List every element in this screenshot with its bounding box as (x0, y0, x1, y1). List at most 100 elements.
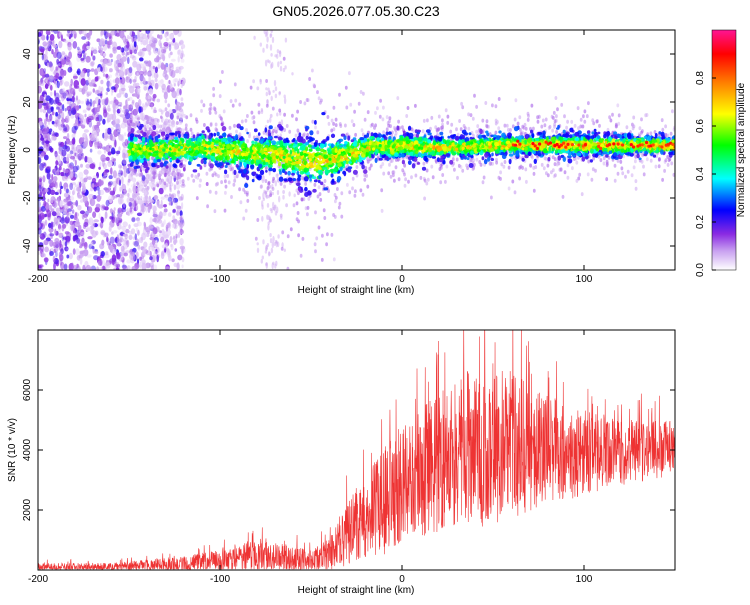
heatmap-cell (248, 134, 251, 139)
heatmap-cell (263, 30, 266, 35)
heatmap-cell (344, 123, 347, 128)
heatmap-cell (38, 133, 42, 140)
heatmap-cell (657, 157, 661, 162)
heatmap-cell (388, 162, 391, 167)
heatmap-cell (50, 106, 54, 113)
heatmap-cell (316, 194, 320, 199)
heatmap-cell (376, 106, 379, 111)
heatmap-cell (50, 221, 54, 230)
heatmap-cell (60, 185, 63, 190)
heatmap-cell (144, 189, 147, 196)
heatmap-cell (555, 114, 558, 119)
heatmap-cell (301, 236, 305, 241)
heatmap-cell (152, 187, 156, 192)
heatmap-cell (98, 142, 103, 149)
heatmap-cell (425, 181, 429, 186)
heatmap-cell (158, 211, 163, 219)
heatmap-cell (199, 178, 202, 183)
heatmap-cell (91, 245, 95, 250)
heatmap-cell (158, 60, 162, 67)
heatmap-cell (125, 228, 130, 234)
heatmap-cell (421, 166, 427, 171)
heatmap-cell (150, 265, 154, 270)
heatmap-cell (42, 109, 47, 114)
heatmap-cell (332, 213, 335, 217)
heatmap-cell (332, 105, 336, 110)
heatmap-cell (125, 76, 129, 81)
heatmap-cell (472, 133, 475, 138)
heatmap-cell (54, 228, 57, 236)
heatmap-cell (169, 161, 173, 168)
heatmap-cell (144, 60, 149, 64)
heatmap-cell (260, 184, 263, 189)
heatmap-cell (81, 89, 87, 94)
heatmap-cell (107, 151, 112, 156)
heatmap-cell (66, 156, 69, 162)
heatmap-cell (314, 125, 317, 130)
heatmap-cell (57, 108, 63, 114)
heatmap-cell (130, 76, 133, 83)
heatmap-cell (119, 167, 122, 174)
heatmap-cell (274, 86, 278, 92)
heatmap-cell (371, 122, 374, 127)
heatmap-cell (279, 65, 283, 72)
heatmap-cell (208, 110, 212, 115)
heatmap-cell (176, 205, 182, 210)
heatmap-cell (89, 163, 96, 170)
heatmap-cell (426, 118, 429, 123)
heatmap-cell (479, 162, 483, 167)
heatmap-cell (130, 110, 134, 115)
heatmap-cell (213, 132, 217, 137)
heatmap-cell (172, 198, 176, 203)
heatmap-cell (61, 53, 67, 57)
heatmap-cell (253, 35, 256, 40)
heatmap-cell (78, 118, 83, 122)
heatmap-cell (157, 47, 163, 55)
heatmap-cell (344, 85, 348, 90)
heatmap-cell (169, 51, 173, 56)
heatmap-cell (213, 209, 217, 214)
heatmap-cell (180, 193, 184, 201)
heatmap-cell (323, 216, 327, 220)
heatmap-cell (176, 171, 180, 176)
heatmap-cell (46, 209, 52, 218)
heatmap-cell (200, 108, 203, 113)
heatmap-cell (621, 171, 625, 176)
heatmap-cell (164, 172, 168, 177)
heatmap-cell (334, 199, 337, 204)
heatmap-cell (390, 158, 394, 163)
heatmap-cell (244, 118, 248, 123)
heatmap-cell (80, 100, 84, 105)
heatmap-cell (96, 121, 101, 127)
heatmap-cell (161, 230, 166, 237)
heatmap-cell (266, 203, 270, 208)
heatmap-cell (262, 192, 265, 200)
heatmap-cell (63, 81, 70, 87)
heatmap-cell (103, 38, 108, 46)
heatmap-cell (139, 57, 144, 62)
heatmap-cell (100, 79, 104, 85)
heatmap-cell (425, 168, 429, 173)
heatmap-cell (120, 76, 126, 85)
heatmap-cell (277, 234, 280, 239)
heatmap-cell (116, 234, 119, 241)
heatmap-cell (105, 251, 109, 256)
heatmap-cell (104, 232, 109, 238)
heatmap-cell (131, 168, 135, 173)
heatmap-cell (316, 130, 320, 135)
heatmap-cell (178, 179, 183, 185)
heatmap-cell (511, 179, 515, 184)
heatmap-cell (59, 240, 62, 248)
heatmap-cell (189, 127, 193, 132)
heatmap-cell (94, 140, 98, 148)
heatmap-cell (129, 207, 133, 213)
heatmap-cell (41, 34, 46, 41)
heatmap-cell (136, 221, 142, 227)
heatmap-cell (154, 66, 158, 74)
heatmap-cell (101, 159, 105, 167)
heatmap-cell (304, 181, 307, 186)
heatmap-cell (62, 167, 65, 173)
heatmap-cell (439, 131, 444, 136)
heatmap-cell (152, 175, 156, 180)
heatmap-cell (73, 85, 80, 89)
